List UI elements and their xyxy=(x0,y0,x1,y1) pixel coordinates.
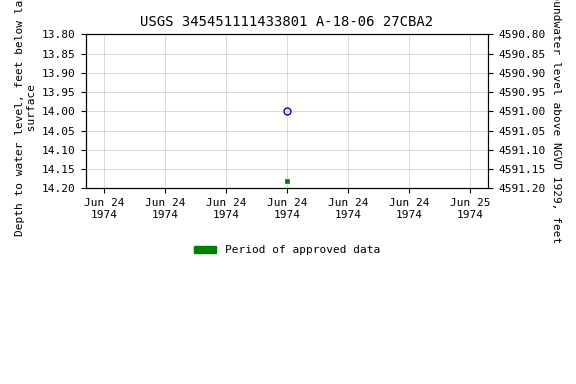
Legend: Period of approved data: Period of approved data xyxy=(190,241,385,260)
Title: USGS 345451111433801 A-18-06 27CBA2: USGS 345451111433801 A-18-06 27CBA2 xyxy=(141,15,434,29)
Y-axis label: Depth to water level, feet below land
 surface: Depth to water level, feet below land su… xyxy=(15,0,37,236)
Y-axis label: Groundwater level above NGVD 1929, feet: Groundwater level above NGVD 1929, feet xyxy=(551,0,561,243)
